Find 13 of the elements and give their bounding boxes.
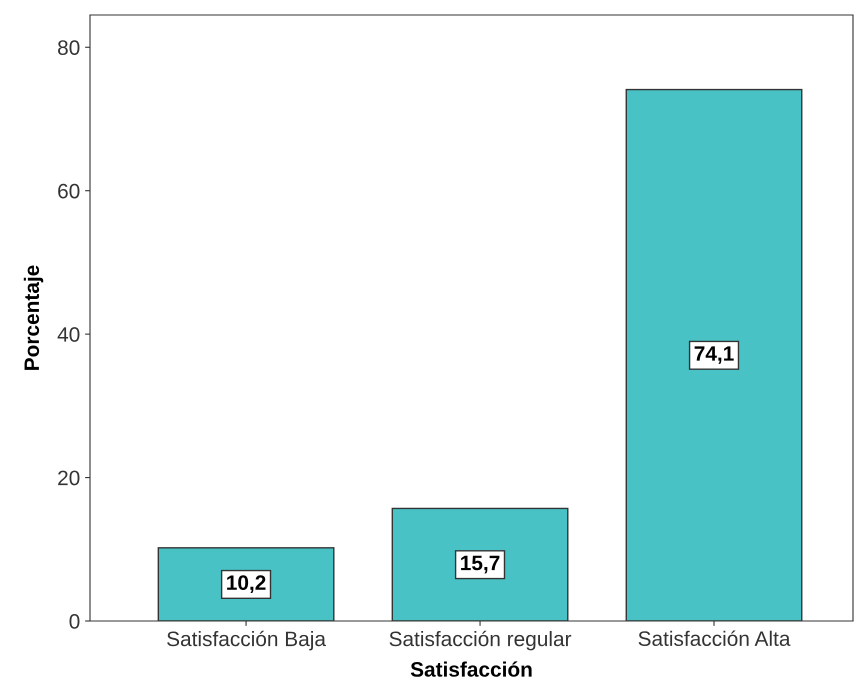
x-tick-label: Satisfacción Alta xyxy=(638,630,790,646)
data-label: 10,2 xyxy=(227,575,266,594)
y-tick-label: 40 xyxy=(58,327,80,342)
y-tick-label: 60 xyxy=(58,184,80,198)
x-tick-label: Satisfacción regular xyxy=(390,630,572,650)
y-axis-title: Porcentaje xyxy=(24,265,44,370)
y-tick-label: 20 xyxy=(58,470,80,486)
y-tick-label: 0 xyxy=(70,614,80,629)
x-tick-label: Satisfacción Baja xyxy=(167,630,326,650)
data-label: 15,7 xyxy=(461,556,500,574)
data-label: 74,1 xyxy=(694,346,734,364)
y-tick-label: 80 xyxy=(58,40,80,56)
x-axis-title: Satisfacción xyxy=(410,661,532,677)
